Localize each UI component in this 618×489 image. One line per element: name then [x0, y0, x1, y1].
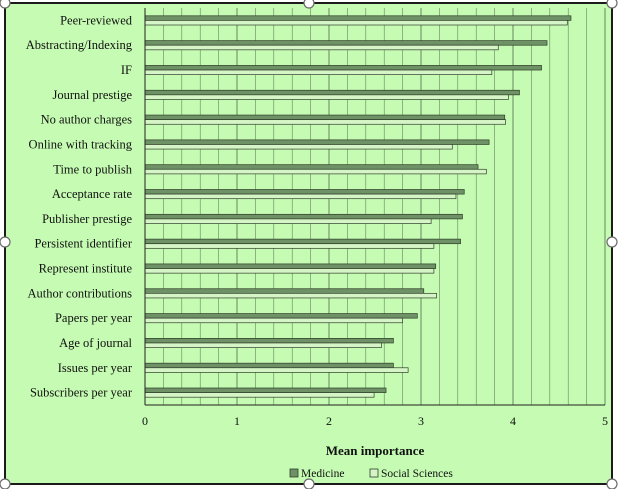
- resize-handle[interactable]: [606, 0, 618, 9]
- resize-handle[interactable]: [0, 478, 11, 489]
- legend-swatch-social-sciences: [369, 468, 379, 478]
- x-tick-label: 1: [234, 414, 240, 428]
- bar-social-sciences: [144, 168, 487, 175]
- resize-handle[interactable]: [0, 236, 11, 248]
- category-label: Publisher prestige: [42, 212, 132, 226]
- bar-medicine: [144, 338, 394, 344]
- bar-medicine: [144, 313, 418, 319]
- bar-social-sciences: [144, 268, 435, 274]
- category-label: Acceptance rate: [52, 187, 133, 201]
- bar-medicine: [144, 139, 490, 145]
- category-label: Online with tracking: [29, 137, 133, 151]
- bar-social-sciences: [144, 119, 506, 125]
- bar-medicine: [144, 387, 387, 393]
- bar-social-sciences: [144, 292, 437, 299]
- category-label: Represent institute: [39, 262, 133, 276]
- category-label: Journal prestige: [53, 88, 133, 102]
- bar-social-sciences: [144, 193, 457, 200]
- x-tick-label: 5: [602, 414, 608, 428]
- bar-social-sciences: [144, 342, 382, 348]
- category-label: Peer-reviewed: [60, 13, 133, 27]
- x-tick-labels: 0 1 2 3 4 5: [142, 414, 608, 428]
- resize-handle[interactable]: [303, 0, 315, 9]
- category-labels: Peer-reviewed Abstracting/Indexing IF Journ…: [26, 13, 133, 399]
- category-label: Papers per year: [55, 311, 133, 325]
- bar-medicine: [144, 362, 394, 369]
- bar-medicine: [144, 65, 542, 71]
- resize-handle[interactable]: [606, 478, 618, 489]
- bar-medicine: [144, 114, 506, 121]
- category-label: Abstracting/Indexing: [26, 38, 133, 52]
- resize-handle[interactable]: [0, 0, 11, 9]
- bar-social-sciences: [144, 218, 432, 224]
- bar-medicine: [144, 164, 479, 170]
- category-label: Author contributions: [27, 286, 132, 300]
- category-label: Persistent identifier: [34, 237, 132, 251]
- category-label: Subscribers per year: [30, 386, 133, 400]
- x-axis-title: Mean importance: [326, 443, 425, 458]
- bar-social-sciences: [144, 20, 568, 26]
- bar-social-sciences: [144, 144, 453, 150]
- category-label: Issues per year: [58, 361, 133, 375]
- category-label: Age of journal: [59, 336, 132, 350]
- bar-social-sciences: [144, 243, 435, 249]
- bar-social-sciences: [144, 69, 493, 75]
- bar-medicine: [144, 89, 520, 96]
- bar-social-sciences: [144, 94, 509, 100]
- x-tick-label: 2: [326, 414, 332, 428]
- resize-handle[interactable]: [303, 478, 315, 489]
- bar-medicine: [144, 263, 437, 269]
- bar-social-sciences: [144, 44, 499, 51]
- x-tick-label: 4: [510, 414, 516, 428]
- bar-medicine: [144, 213, 463, 220]
- bar-medicine: [144, 238, 461, 245]
- x-tick-label: 3: [418, 414, 424, 428]
- x-tick-label: 0: [142, 414, 148, 428]
- resize-handle[interactable]: [606, 236, 618, 248]
- legend: Medicine Social Sciences: [289, 468, 453, 480]
- category-label: No author charges: [41, 113, 133, 127]
- legend-label-social-sciences: Social Sciences: [381, 468, 453, 480]
- legend-label-medicine: Medicine: [301, 468, 344, 480]
- bar-medicine: [144, 15, 572, 21]
- axes: [144, 8, 605, 406]
- legend-swatch-medicine: [289, 468, 299, 478]
- category-label: Time to publish: [53, 162, 132, 176]
- bar-social-sciences: [144, 317, 403, 324]
- bar-social-sciences: [144, 392, 375, 398]
- bar-medicine: [144, 288, 425, 294]
- bars: [144, 15, 572, 398]
- category-label: IF: [121, 63, 132, 77]
- bar-social-sciences: [144, 367, 409, 373]
- bar-medicine: [144, 40, 548, 46]
- bar-medicine: [144, 189, 465, 195]
